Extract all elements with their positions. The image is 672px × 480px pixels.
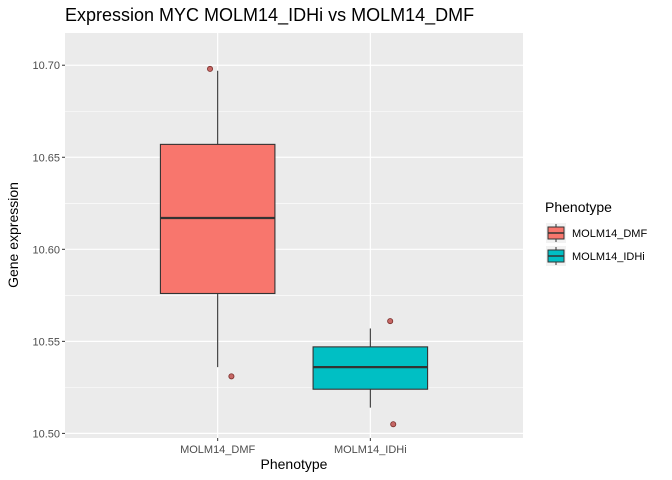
grid-lines <box>65 33 523 438</box>
chart-title: Expression MYC MOLM14_IDHi vs MOLM14_DMF <box>65 5 474 26</box>
x-axis-title: Phenotype <box>261 456 328 472</box>
data-point <box>390 421 397 428</box>
data-point <box>387 318 394 325</box>
legend-label: MOLM14_DMF <box>572 228 647 240</box>
legend-entry: MOLM14_DMF <box>546 223 647 243</box>
legend-title: Phenotype <box>545 199 612 215</box>
x-tick-label: MOLM14_DMF <box>180 444 255 456</box>
y-tick-label: 10.55 <box>32 336 60 348</box>
legend-label: MOLM14_IDHi <box>572 251 645 263</box>
y-tick-label: 10.50 <box>32 428 60 440</box>
axes: 10.50 10.55 10.60 10.65 10.70 MOLM14_DMF MOLM1… <box>32 60 406 456</box>
x-tick-label: MOLM14_IDHi <box>334 444 407 456</box>
outlier-points <box>207 65 397 428</box>
y-tick-label: 10.70 <box>32 60 60 72</box>
legend-entry: MOLM14_IDHi <box>546 246 645 266</box>
y-tick-label: 10.60 <box>32 244 60 256</box>
plot-panel <box>65 33 523 438</box>
legend: Phenotype MOLM14_DMF MOLM14_IDHi <box>545 199 647 266</box>
data-point <box>207 65 214 72</box>
data-point <box>228 373 235 380</box>
y-axis-title: Gene expression <box>5 182 21 288</box>
y-tick-label: 10.65 <box>32 152 60 164</box>
boxes <box>159 70 429 408</box>
